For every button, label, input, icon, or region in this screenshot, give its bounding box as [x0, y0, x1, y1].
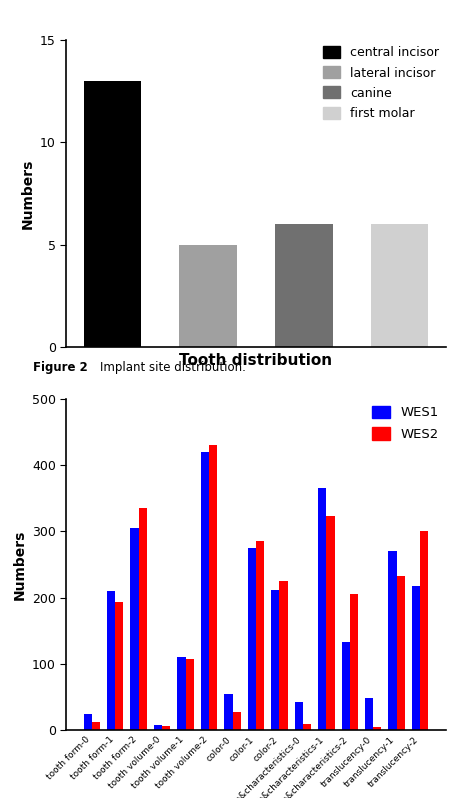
Bar	[371, 224, 428, 347]
Bar	[83, 81, 141, 347]
Legend: WES1, WES2: WES1, WES2	[372, 405, 439, 441]
Bar	[83, 713, 92, 730]
Bar	[224, 693, 233, 730]
Bar	[107, 591, 115, 730]
Bar	[115, 602, 123, 730]
Bar	[130, 528, 139, 730]
Bar	[179, 245, 237, 347]
Bar	[186, 659, 194, 730]
Bar	[275, 224, 333, 347]
Text: Figure 2: Figure 2	[33, 361, 88, 374]
Bar	[373, 727, 382, 730]
Bar	[233, 713, 241, 730]
Bar	[420, 531, 428, 730]
Bar	[412, 586, 420, 730]
Bar	[256, 541, 264, 730]
Legend: central incisor, lateral incisor, canine, first molar: central incisor, lateral incisor, canine…	[323, 46, 439, 120]
Bar	[326, 516, 335, 730]
Bar	[92, 722, 100, 730]
Bar	[350, 595, 358, 730]
Bar	[154, 725, 162, 730]
Bar	[248, 548, 256, 730]
Bar	[177, 658, 186, 730]
Bar	[201, 452, 209, 730]
Bar	[209, 445, 217, 730]
Bar	[389, 551, 397, 730]
X-axis label: Tooth distribution: Tooth distribution	[179, 353, 333, 368]
Bar	[162, 725, 170, 730]
Bar	[139, 508, 147, 730]
Text: Implant site distribution.: Implant site distribution.	[100, 361, 246, 374]
Bar	[318, 488, 326, 730]
Bar	[342, 642, 350, 730]
Y-axis label: Numbers: Numbers	[12, 529, 27, 600]
Bar	[365, 698, 373, 730]
Bar	[397, 576, 405, 730]
Bar	[279, 581, 288, 730]
Bar	[295, 702, 303, 730]
Bar	[271, 590, 279, 730]
Bar	[303, 724, 311, 730]
Y-axis label: Numbers: Numbers	[20, 158, 35, 229]
